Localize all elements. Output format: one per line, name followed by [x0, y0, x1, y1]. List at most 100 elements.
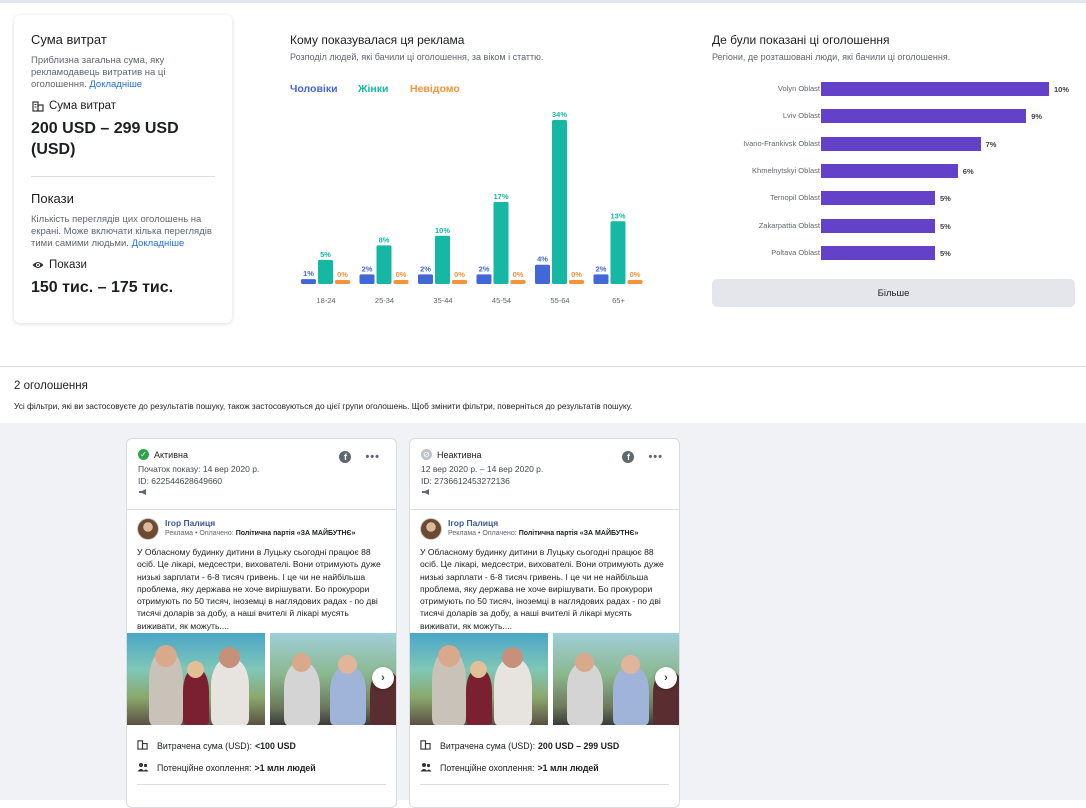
ad-card: ✓ Активна Початок показу: 14 вер 2020 р.… — [126, 438, 397, 808]
post-text: У Обласному будинку дитини в Луцьку сьог… — [137, 547, 381, 631]
spend-more-link[interactable]: Докладніше — [89, 79, 143, 90]
region-bar — [821, 245, 935, 260]
regions-subtitle: Регіони, де розташовані люди, які бачили… — [712, 52, 951, 62]
region-name: Volyn Oblast — [777, 84, 820, 93]
region-name: Poltava Oblast — [771, 247, 820, 257]
ad-reach-row: Потенційне охоплення: >1 млн людей — [420, 762, 669, 774]
bar-25-34-0 — [359, 274, 375, 284]
photo-figure — [470, 661, 487, 678]
carousel-next-button[interactable]: › — [655, 667, 677, 689]
more-options-icon[interactable]: ••• — [365, 451, 380, 463]
regions-section: Де були показані ці оголошення Регіони, … — [712, 33, 1082, 62]
spend-label: Сума витрат — [49, 100, 117, 112]
age-tick-label: 45-54 — [492, 296, 511, 305]
avatar[interactable] — [137, 518, 159, 540]
bar-18-24-2 — [335, 280, 350, 284]
photo-figure — [292, 653, 311, 672]
more-button[interactable]: Більше — [712, 279, 1075, 307]
ad-status: ⊘ Неактивна — [421, 449, 668, 460]
bar-45-54-1 — [493, 202, 509, 284]
ad-id: ID: 2736612453272136 — [421, 476, 510, 486]
region-bar — [821, 163, 958, 178]
summary-section: Сума витрат Приблизна загальна сума, яку… — [0, 3, 1086, 365]
photo-figure — [284, 663, 320, 725]
bar-65+-1 — [610, 221, 626, 284]
photo-carousel: › — [410, 633, 679, 725]
photo-figure — [567, 663, 603, 725]
impressions-value: 150 тис. – 175 тис. — [31, 279, 174, 296]
bar-55-64-1 — [552, 120, 567, 284]
region-percent: 5% — [940, 248, 951, 258]
inactive-status-icon: ⊘ — [421, 449, 432, 460]
ad-card: ⊘ Неактивна 12 вер 2020 р. – 14 вер 2020… — [409, 438, 680, 808]
ad-stats: Витрачена сума (USD): 200 USD – 299 USD … — [410, 725, 679, 785]
photo-figure — [438, 645, 460, 667]
avatar[interactable] — [420, 518, 442, 540]
page-name[interactable]: Ігор Палиця — [448, 518, 499, 528]
photo-figure — [219, 647, 240, 668]
spend-description: Приблизна загальна сума, яку рекламодаве… — [31, 55, 215, 91]
bar-label: 0% — [630, 270, 641, 279]
photo-figure — [466, 669, 492, 725]
ad-spend-row: Витрачена сума (USD): <100 USD — [137, 739, 386, 752]
region-percent: 7% — [985, 139, 997, 149]
legend-unknown: Невідомо — [410, 83, 460, 95]
check-circle-icon: ✓ — [138, 449, 149, 460]
region-name: Ternopil Oblast — [769, 193, 820, 203]
sponsor-line: Реклама • Оплачено: Політична партія «ЗА… — [165, 530, 355, 537]
ad-header: ⊘ Неактивна 12 вер 2020 р. – 14 вер 2020… — [410, 439, 679, 510]
region-bar — [821, 191, 935, 206]
bar-25-34-2 — [393, 280, 409, 284]
region-row: Volyn Oblast 10% — [712, 82, 1082, 98]
bar-45-54-0 — [476, 274, 492, 284]
facebook-icon[interactable]: f — [622, 451, 635, 463]
age-tick-label: 65+ — [612, 296, 625, 305]
bar-25-34-1 — [376, 245, 392, 284]
bar-label: 4% — [537, 255, 548, 264]
sponsor-prefix: Реклама • Оплачено: — [165, 530, 234, 537]
bar-65+-0 — [593, 274, 609, 284]
coins-icon — [137, 739, 149, 752]
sponsor-name: Політична партія «ЗА МАЙБУТНЄ» — [518, 530, 639, 537]
bar-label: 2% — [420, 264, 431, 273]
bar-label: 8% — [379, 235, 390, 244]
bar-35-44-0 — [418, 274, 433, 284]
photo-figure — [155, 645, 177, 667]
region-name: Ivano-Frankivsk Oblast — [743, 138, 820, 148]
bar-label: 0% — [337, 270, 348, 279]
facebook-icon[interactable]: f — [339, 451, 352, 463]
bar-label: 34% — [552, 110, 567, 119]
regions-title: Де були показані ці оголошення — [712, 33, 890, 47]
region-bar — [821, 136, 981, 151]
impressions-more-link[interactable]: Докладніше — [131, 238, 185, 249]
impressions-description-text: Кількість переглядів цих оголошень на ек… — [31, 214, 212, 249]
age-tick-label: 25-34 — [375, 296, 394, 305]
photo-figure — [621, 655, 640, 674]
carousel-photo[interactable] — [410, 633, 548, 725]
legend-women: Жінки — [358, 83, 389, 95]
coins-icon — [420, 739, 432, 752]
photo-figure — [494, 659, 532, 725]
region-row: Ternopil Oblast 5% — [712, 191, 1082, 207]
carousel-photo[interactable] — [270, 633, 396, 725]
age-tick-label: 35-44 — [433, 296, 452, 305]
sponsor-prefix: Реклама • Оплачено: — [448, 530, 517, 537]
ad-stats: Витрачена сума (USD): <100 USD Потенційн… — [127, 725, 396, 785]
bar-35-44-1 — [435, 235, 450, 284]
ad-spend-label: Витрачена сума (USD): — [157, 740, 253, 751]
carousel-photo[interactable] — [127, 633, 265, 725]
ad-header: ✓ Активна Початок показу: 14 вер 2020 р.… — [127, 439, 396, 510]
region-name: Lviv Oblast — [782, 111, 820, 121]
sponsor-name: Політична партія «ЗА МАЙБУТНЄ» — [235, 530, 356, 537]
age-tick-label: 18-24 — [316, 296, 335, 305]
page-name[interactable]: Ігор Палиця — [165, 518, 216, 528]
sponsor-line: Реклама • Оплачено: Політична партія «ЗА… — [448, 530, 638, 537]
spend-label-row: Сума витрат — [31, 100, 215, 112]
carousel-next-button[interactable]: › — [372, 667, 394, 689]
photo-figure — [183, 669, 209, 725]
age-gender-subtitle: Розподіл людей, які бачили ці оголошення… — [290, 52, 544, 62]
bar-label: 0% — [396, 270, 407, 279]
bar-label: 5% — [320, 250, 331, 259]
more-options-icon[interactable]: ••• — [648, 451, 663, 463]
region-row: Khmelnytskyi Oblast 6% — [712, 163, 1082, 180]
